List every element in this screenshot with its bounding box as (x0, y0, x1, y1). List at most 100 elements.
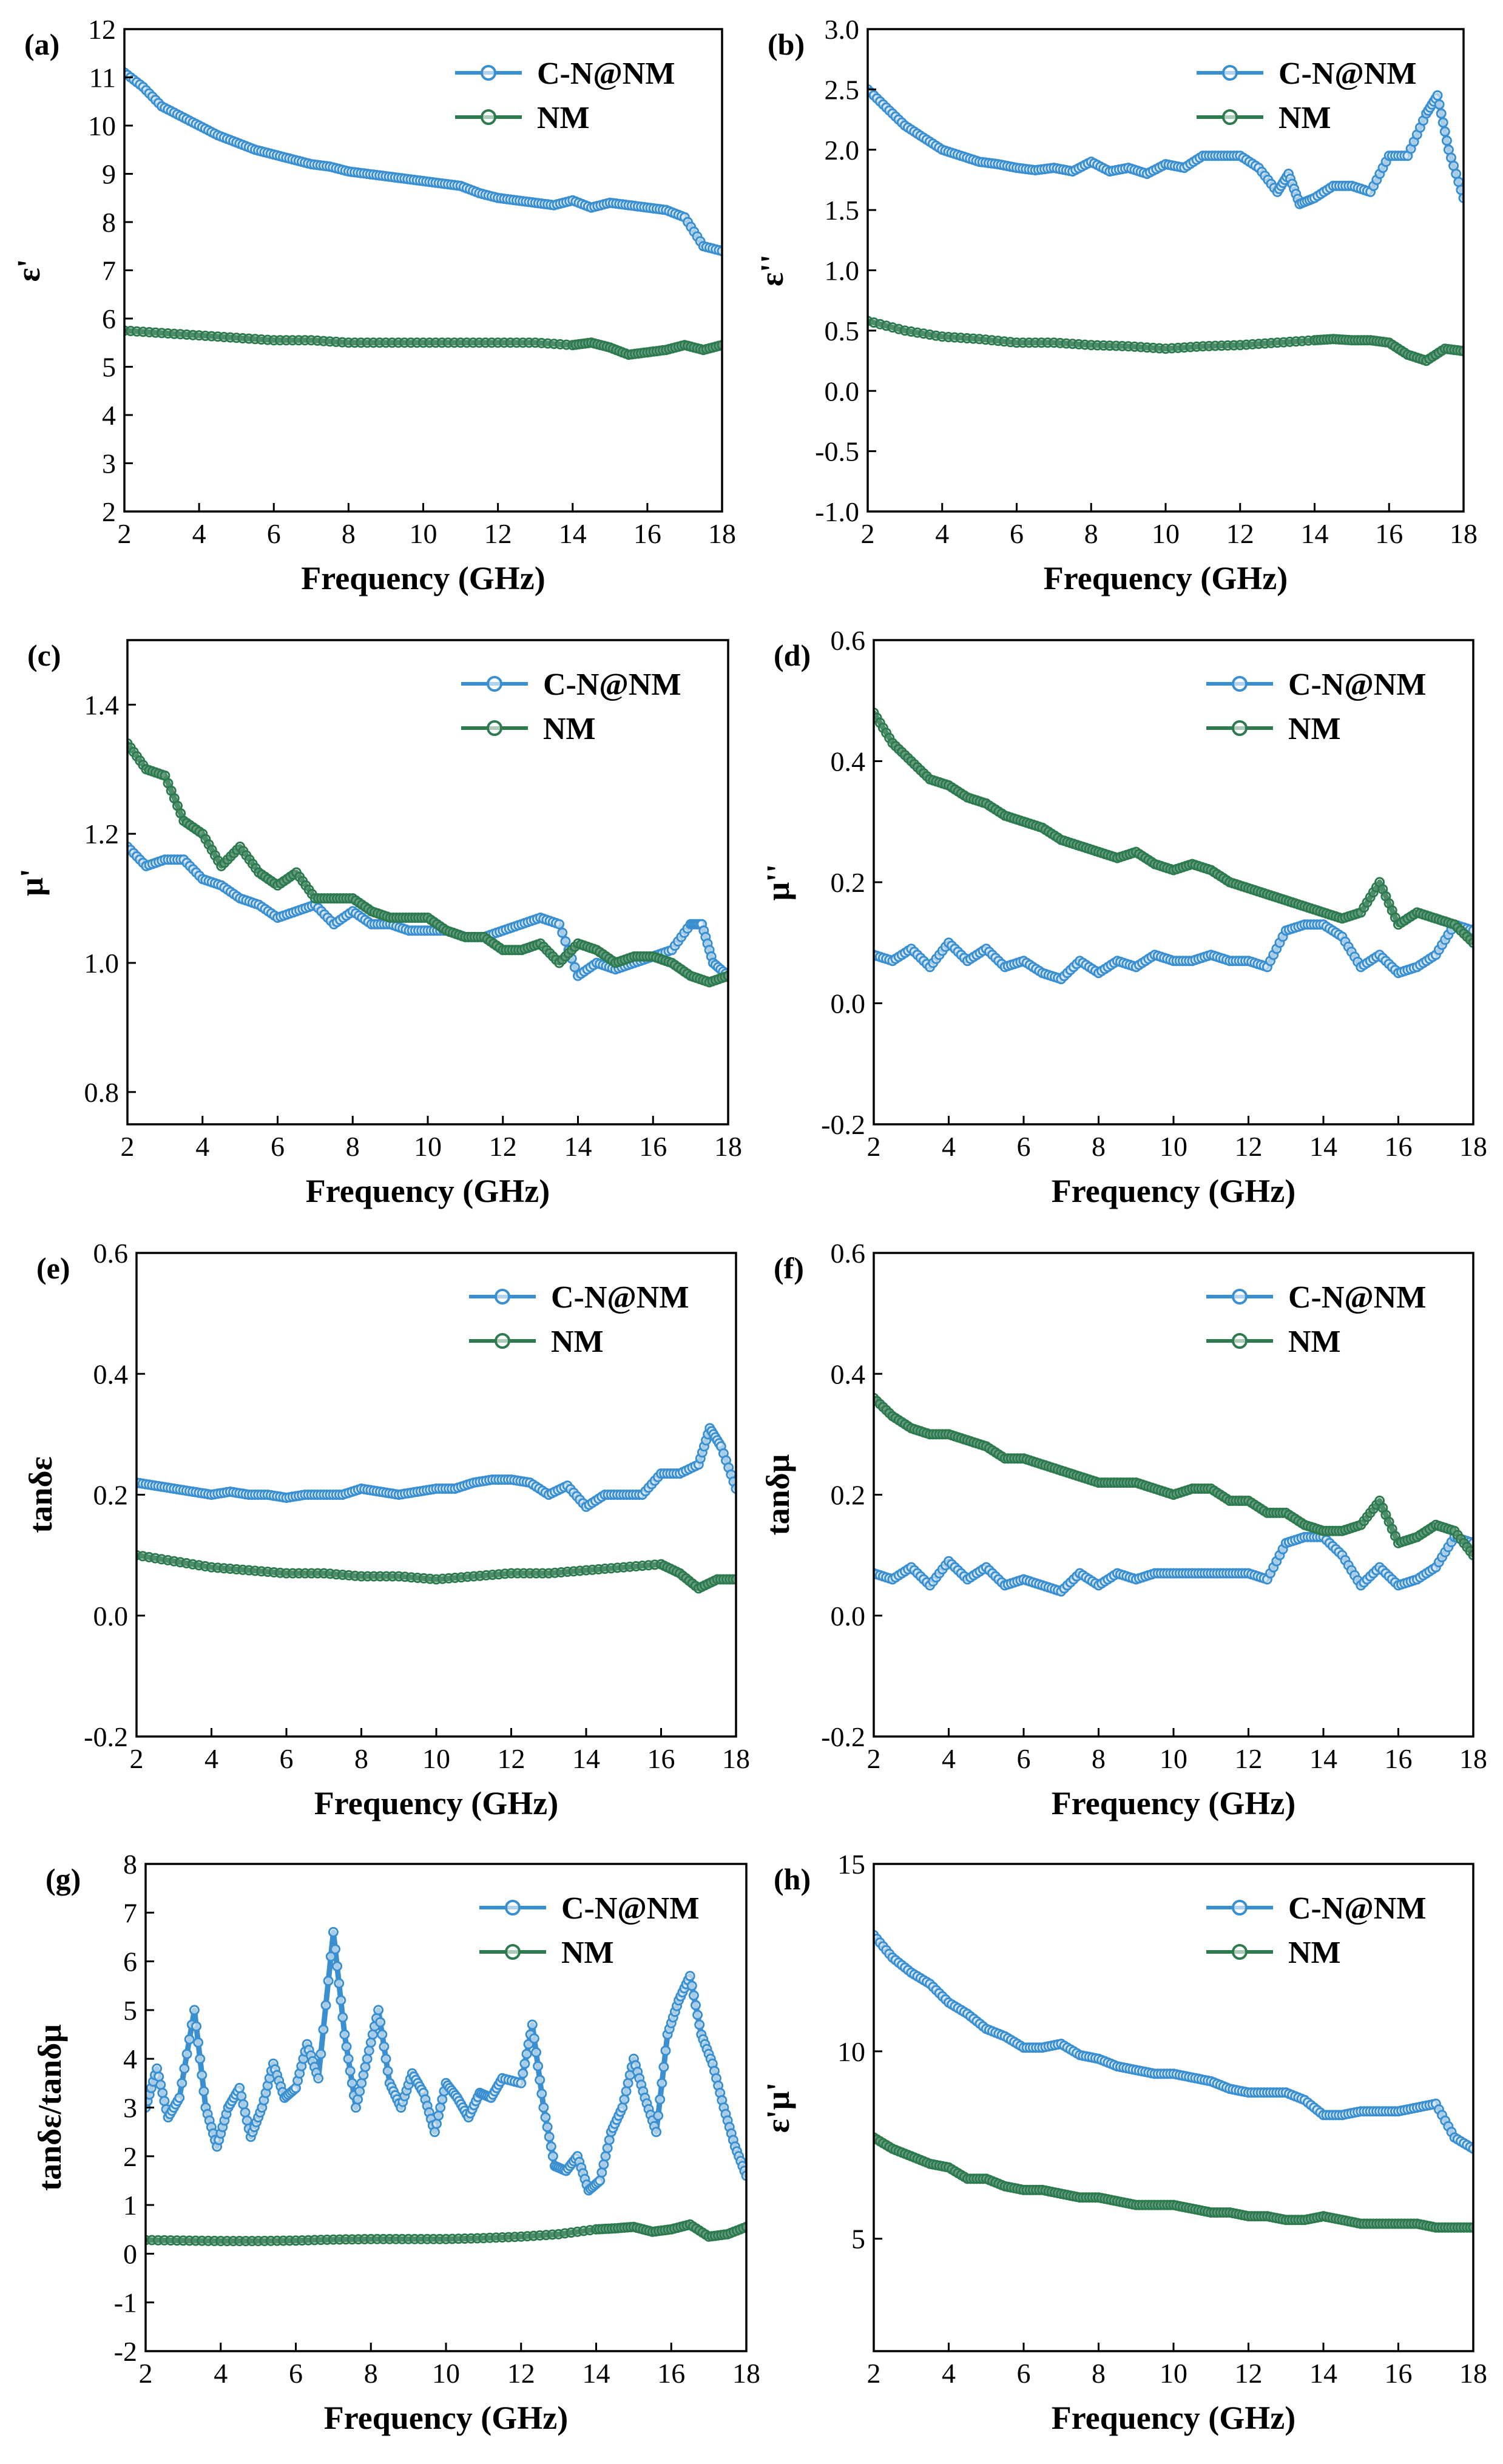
legend-marker (1232, 720, 1248, 736)
data-point (379, 2041, 390, 2052)
panel-label: (h) (774, 1862, 811, 1896)
x-tick-label: 12 (507, 2358, 535, 2389)
data-point (155, 2079, 166, 2090)
data-point (193, 2037, 204, 2048)
data-point (435, 2102, 446, 2113)
x-axis-title: Frequency (GHz) (324, 2400, 568, 2436)
x-tick-label: 2 (867, 2358, 881, 2389)
y-tick-label: 0.0 (831, 988, 866, 1019)
y-tick-label: 4 (102, 400, 116, 431)
x-tick-label: 14 (1309, 2358, 1337, 2389)
data-point (346, 2078, 357, 2088)
y-tick-label: 3 (123, 2093, 137, 2124)
data-point (529, 2033, 539, 2044)
data-point (358, 2070, 369, 2081)
data-point (598, 2159, 609, 2170)
data-point (619, 2094, 630, 2105)
x-tick-label: 2 (121, 1131, 135, 1162)
data-point (184, 2034, 195, 2045)
legend-label: NM (537, 101, 590, 135)
data-point (339, 2029, 350, 2040)
legend-label: NM (1288, 1325, 1341, 1359)
data-point (1359, 902, 1370, 913)
panel-label: (f) (774, 1251, 804, 1285)
y-tick-label: 0.6 (93, 1238, 129, 1269)
x-tick-label: 2 (139, 2358, 153, 2389)
data-point (692, 2010, 703, 2020)
plot-frame (144, 1863, 748, 2352)
x-tick-label: 14 (1309, 1743, 1337, 1774)
y-tick-label: 6 (123, 1946, 137, 1977)
data-point (382, 2065, 393, 2076)
legend-marker (1222, 65, 1238, 81)
x-axis-title: Frequency (GHz) (1052, 2400, 1295, 2436)
legend-label: NM (1278, 101, 1331, 135)
data-point (373, 2005, 384, 2016)
x-tick-label: 10 (1152, 518, 1180, 549)
data-point (343, 2053, 354, 2064)
data-point (437, 2094, 448, 2105)
legend-label: C-N@NM (543, 667, 681, 702)
series-line-nm (874, 710, 1473, 946)
data-point (1434, 99, 1445, 110)
data-point (527, 2019, 538, 2030)
data-point (195, 2053, 206, 2064)
x-axis-title: Frequency (GHz) (306, 1173, 550, 1209)
x-tick-label: 8 (1092, 2358, 1106, 2389)
data-point (655, 2094, 666, 2105)
y-tick-label: -2 (114, 2336, 137, 2367)
y-tick-label: 5 (851, 2224, 865, 2255)
data-point (429, 2127, 440, 2138)
data-point (313, 2073, 324, 2084)
data-point (363, 2045, 374, 2056)
data-point (1437, 117, 1448, 128)
y-tick-label: 0 (123, 2238, 137, 2269)
x-tick-label: 12 (1235, 1131, 1263, 1162)
data-point (351, 2102, 361, 2113)
x-tick-label: 14 (1309, 1131, 1337, 1162)
x-tick-label: 6 (271, 1131, 285, 1162)
data-point (191, 2021, 201, 2032)
y-tick-label: -0.2 (84, 1721, 128, 1752)
x-tick-label: 6 (1010, 518, 1024, 549)
y-tick-label: 8 (123, 1849, 137, 1880)
data-point (521, 2048, 532, 2059)
x-tick-label: 12 (1226, 518, 1254, 549)
x-axis-title: Frequency (GHz) (314, 1785, 558, 1821)
x-axis-title: Frequency (GHz) (1052, 1785, 1295, 1821)
x-tick-label: 4 (214, 2358, 228, 2389)
data-point (651, 2127, 661, 2138)
x-tick-label: 18 (1459, 1743, 1487, 1774)
data-point (362, 2053, 373, 2064)
data-point (623, 2078, 633, 2088)
data-point (198, 2086, 209, 2097)
x-tick-label: 2 (130, 1743, 144, 1774)
legend-marker (495, 1289, 510, 1305)
panel-label: (b) (768, 27, 805, 61)
data-point (694, 2019, 705, 2030)
x-tick-label: 16 (1385, 1743, 1413, 1774)
x-tick-label: 10 (1160, 1131, 1187, 1162)
data-point (554, 919, 565, 930)
data-point (1365, 892, 1376, 903)
legend-label: NM (1288, 712, 1341, 746)
legend-label: C-N@NM (561, 1891, 699, 1926)
x-tick-label: 12 (489, 1131, 517, 1162)
data-point (177, 2078, 187, 2088)
x-tick-label: 4 (942, 2358, 956, 2389)
data-point (332, 1961, 343, 1972)
panel-label: (d) (774, 638, 811, 672)
data-point (519, 2058, 530, 2069)
y-axis-title: μ' (13, 868, 50, 896)
data-point (621, 2086, 632, 2097)
x-tick-label: 18 (722, 1743, 750, 1774)
y-axis-title: tanδε/tanδμ (32, 2024, 68, 2191)
plot-frame (866, 28, 1465, 513)
data-point (1465, 1546, 1473, 1556)
data-point (653, 2110, 664, 2121)
x-tick-label: 8 (1092, 1131, 1106, 1162)
data-point (684, 1971, 695, 1982)
data-point (874, 717, 885, 728)
data-point (240, 2107, 251, 2118)
